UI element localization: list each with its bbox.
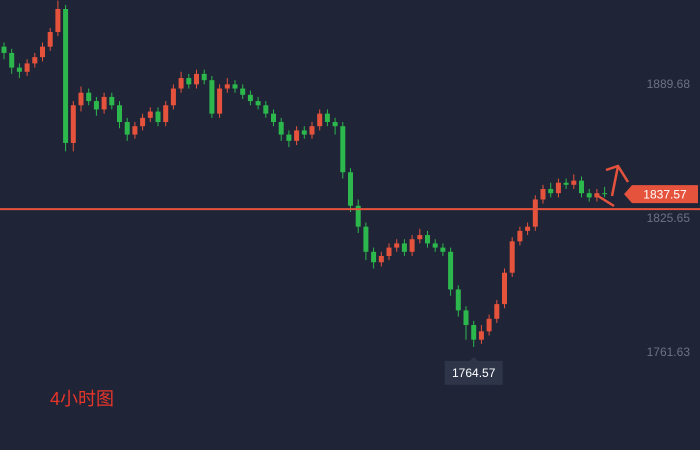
candle-body: [432, 243, 438, 248]
candle-body: [232, 84, 238, 89]
candle-body: [317, 113, 323, 127]
candle-body: [140, 117, 146, 127]
y-tick-label: 1825.65: [647, 211, 691, 225]
candle-body: [32, 57, 38, 64]
candle-body: [201, 73, 207, 81]
candle-body: [9, 52, 15, 68]
candle-body: [571, 180, 577, 185]
candle-body: [386, 247, 392, 256]
candle-body: [186, 78, 192, 85]
candle-body: [101, 96, 107, 110]
candle-body: [271, 113, 276, 123]
candle-body: [40, 46, 45, 58]
candle-body: [93, 101, 99, 110]
candle-body: [340, 126, 346, 173]
candle-body: [209, 80, 215, 114]
candle-body: [401, 243, 407, 252]
chart-label: 4小时图: [50, 389, 114, 409]
candle-body: [170, 88, 176, 106]
candle-body: [494, 304, 500, 319]
candle-body: [1, 46, 7, 53]
candle-body: [309, 126, 315, 135]
candle-body: [124, 122, 130, 135]
candle-body: [525, 226, 531, 231]
candle-body: [263, 105, 269, 114]
candle-body: [425, 235, 430, 244]
candle-body: [463, 310, 469, 326]
candle-body: [332, 122, 338, 127]
candle-body: [24, 63, 30, 72]
candle-body: [555, 182, 561, 194]
candle-body: [548, 189, 554, 194]
candle-body: [394, 243, 400, 248]
candle-body: [240, 88, 246, 95]
candle-body: [509, 241, 515, 273]
candle-body: [55, 9, 61, 33]
candle-body: [486, 318, 492, 332]
candle-body: [301, 130, 307, 135]
candle-body: [455, 289, 461, 311]
candle-body: [532, 199, 538, 227]
candle-body: [355, 205, 361, 227]
candle-body: [502, 272, 507, 305]
low-tag-label: 1764.57: [452, 366, 496, 380]
candle-body: [363, 226, 369, 252]
candle-body: [78, 92, 84, 106]
candle-body: [155, 111, 161, 123]
candle-body: [409, 239, 415, 252]
candle-body: [255, 101, 261, 106]
candle-body: [16, 67, 22, 72]
candle-body: [63, 9, 69, 143]
candle-body: [86, 92, 92, 102]
candle-body: [594, 193, 600, 198]
candle-body: [371, 251, 377, 263]
drawn-arrows: [597, 164, 630, 208]
candle-body: [517, 230, 523, 242]
candle-body: [602, 193, 608, 195]
candle-body: [132, 126, 138, 135]
candle-body: [194, 73, 199, 85]
candle-body: [286, 134, 292, 141]
candle-body: [109, 96, 115, 106]
candle-body: [178, 78, 184, 89]
price-tag-label: 1837.57: [643, 187, 687, 201]
candle-body: [247, 94, 253, 102]
candle-body: [417, 235, 423, 240]
candle-body: [324, 113, 330, 123]
price-tag: [624, 185, 698, 204]
candle-body: [278, 122, 284, 135]
candle-body: [378, 255, 384, 263]
candle-body: [163, 105, 169, 123]
candle-body: [579, 180, 584, 194]
candle-body: [471, 325, 477, 340]
candle-body: [440, 247, 446, 252]
candle-body: [348, 172, 353, 206]
candle-body: [70, 105, 76, 143]
candle-body: [117, 105, 122, 123]
candle-body: [217, 88, 223, 114]
candle-body: [224, 84, 230, 89]
y-tick-label: 1761.63: [647, 345, 691, 359]
candle-body: [540, 189, 546, 200]
candle-body: [448, 251, 454, 290]
y-tick-label: 1889.68: [647, 77, 691, 91]
candle-body: [478, 331, 484, 340]
candle-body: [563, 182, 569, 185]
candle-body: [147, 111, 153, 118]
low-tag: [444, 356, 503, 385]
candle-body: [294, 130, 300, 141]
candle-body: [586, 193, 592, 198]
candle-body: [47, 32, 53, 47]
